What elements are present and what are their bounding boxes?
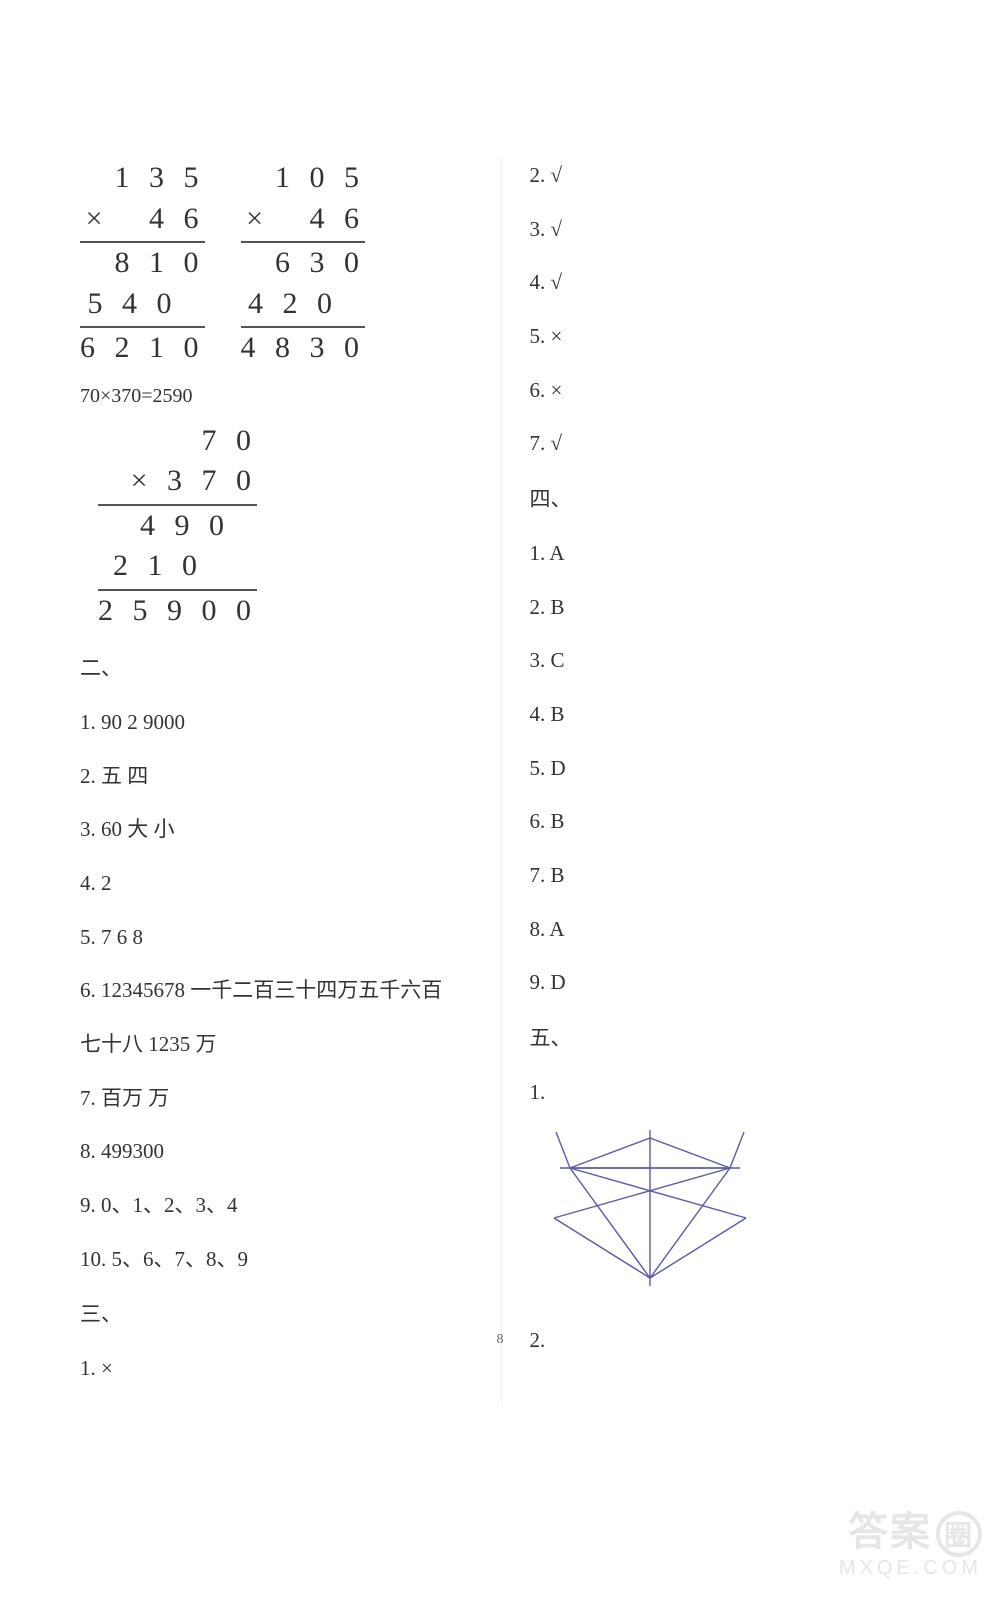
answer-item: 9. 0、1、2、3、4 <box>80 1188 471 1224</box>
page-content: 1 3 5 × 4 6 8 1 0 5 4 0 6 2 1 0 1 0 5 × … <box>80 158 920 1318</box>
answer-item: 5. 7 6 8 <box>80 920 471 956</box>
watermark: 答案圈 MXQE.COM <box>839 1499 982 1580</box>
answer-item: 2. 五 四 <box>80 759 471 795</box>
answer-item: 4. 2 <box>80 866 471 902</box>
two-column-layout: 1 3 5 × 4 6 8 1 0 5 4 0 6 2 1 0 1 0 5 × … <box>80 158 920 1405</box>
answer-item: 7. 百万 万 <box>80 1081 471 1117</box>
left-column: 1 3 5 × 4 6 8 1 0 5 4 0 6 2 1 0 1 0 5 × … <box>80 158 481 1405</box>
answer-item: 3. √ <box>530 212 921 248</box>
answer-item: 5. × <box>530 319 921 355</box>
section-3-head: 三、 <box>80 1297 471 1333</box>
watermark-bottom: MXQE.COM <box>839 1557 982 1580</box>
mult-line: 4 2 0 <box>241 284 366 325</box>
long-mult-2: 1 0 5 × 4 6 6 3 0 4 2 0 4 8 3 0 <box>241 158 366 369</box>
answer-item: 1. × <box>80 1351 471 1387</box>
page-number: 8 <box>0 1332 1000 1348</box>
answer-item: 6. 12345678 一千二百三十四万五千六百 <box>80 973 471 1009</box>
answer-item: 1. A <box>530 536 921 572</box>
answer-item: 3. C <box>530 643 921 679</box>
answer-item: 6. B <box>530 804 921 840</box>
answer-item: 10. 5、6、7、8、9 <box>80 1242 471 1278</box>
mult-line: 1 3 5 <box>80 158 205 199</box>
mult-line: 2 5 9 0 0 <box>98 589 257 632</box>
answer-item: 4. √ <box>530 265 921 301</box>
mult-line: 6 2 1 0 <box>80 326 205 369</box>
answer-item: 8. A <box>530 912 921 948</box>
answer-item: 5. D <box>530 751 921 787</box>
answer-item: 7. √ <box>530 426 921 462</box>
long-multiplication-row: 1 3 5 × 4 6 8 1 0 5 4 0 6 2 1 0 1 0 5 × … <box>80 158 471 369</box>
answer-item: 6. × <box>530 373 921 409</box>
mult-line: 4 9 0 <box>98 504 257 547</box>
right-column: 2. √ 3. √ 4. √ 5. × 6. × 7. √ 四、 1. A 2.… <box>501 158 921 1405</box>
mult-line: 2 1 0 <box>98 546 257 587</box>
answer-item: 8. 499300 <box>80 1134 471 1170</box>
watermark-top: 答案圈 <box>839 1499 982 1557</box>
answer-item: 2. B <box>530 590 921 626</box>
answer-item: 2. √ <box>530 158 921 194</box>
answer-item: 七十八 1235 万 <box>80 1027 471 1063</box>
section-4-head: 四、 <box>530 482 921 518</box>
answer-item: 4. B <box>530 697 921 733</box>
answer-item: 7. B <box>530 858 921 894</box>
triangle-svg <box>550 1128 770 1293</box>
mult-line: 6 3 0 <box>241 241 366 284</box>
answer-item: 1. 90 2 9000 <box>80 705 471 741</box>
mult-line: × 3 7 0 <box>98 461 257 502</box>
triangle-diagram <box>550 1128 921 1305</box>
long-mult-3: 7 0 × 3 7 0 4 9 0 2 1 0 2 5 9 0 0 <box>98 421 257 632</box>
section-2-head: 二、 <box>80 651 471 687</box>
mult-line: 5 4 0 <box>80 284 205 325</box>
equation: 70×370=2590 <box>80 379 471 413</box>
mult-line: 1 0 5 <box>241 158 366 199</box>
watermark-text: 答案 <box>848 1510 932 1554</box>
answer-item: 9. D <box>530 965 921 1001</box>
mult-line: × 4 6 <box>80 199 205 240</box>
mult-line: 8 1 0 <box>80 241 205 284</box>
mult-line: 4 8 3 0 <box>241 326 366 369</box>
mult-line: × 4 6 <box>241 199 366 240</box>
answer-item: 1. <box>530 1075 921 1111</box>
answer-item: 3. 60 大 小 <box>80 812 471 848</box>
long-mult-1: 1 3 5 × 4 6 8 1 0 5 4 0 6 2 1 0 <box>80 158 205 369</box>
watermark-circle-icon: 圈 <box>936 1511 982 1557</box>
mult-line: 7 0 <box>98 421 257 462</box>
section-5-head: 五、 <box>530 1021 921 1057</box>
